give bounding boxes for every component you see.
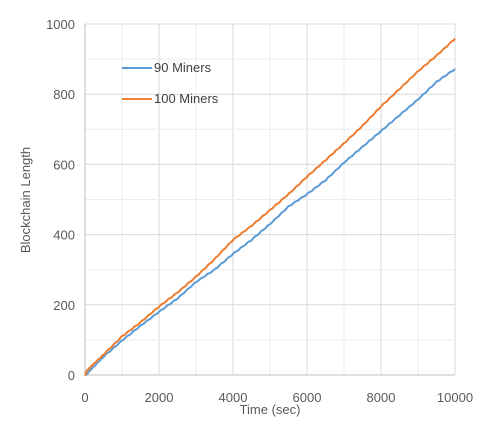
tick-labels: 0 2000 4000 6000 8000 10000 0 200 400 600 800 1000 — [46, 17, 473, 405]
x-tick-label: 0 — [81, 390, 88, 405]
y-tick-label: 600 — [53, 157, 75, 172]
series-lines — [84, 38, 456, 376]
x-tick-label: 8000 — [367, 390, 396, 405]
legend-label-100-miners: 100 Miners — [154, 91, 219, 106]
y-tick-label: 800 — [53, 87, 75, 102]
legend: 90 Miners 100 Miners — [122, 60, 219, 106]
legend-label-90-miners: 90 Miners — [154, 60, 212, 75]
y-tick-label: 0 — [68, 368, 75, 383]
x-tick-label: 2000 — [145, 390, 174, 405]
x-tick-label: 10000 — [437, 390, 473, 405]
x-tick-label: 4000 — [219, 390, 248, 405]
axes — [84, 24, 455, 376]
y-tick-label: 1000 — [46, 17, 75, 32]
x-axis-title: Time (sec) — [240, 402, 301, 417]
x-tick-label: 6000 — [293, 390, 322, 405]
series-line-90-miners — [84, 68, 456, 376]
y-axis-title: Blockchain Length — [18, 147, 33, 253]
series-line-100-miners — [84, 38, 456, 376]
y-tick-label: 400 — [53, 228, 75, 243]
y-tick-label: 200 — [53, 298, 75, 313]
